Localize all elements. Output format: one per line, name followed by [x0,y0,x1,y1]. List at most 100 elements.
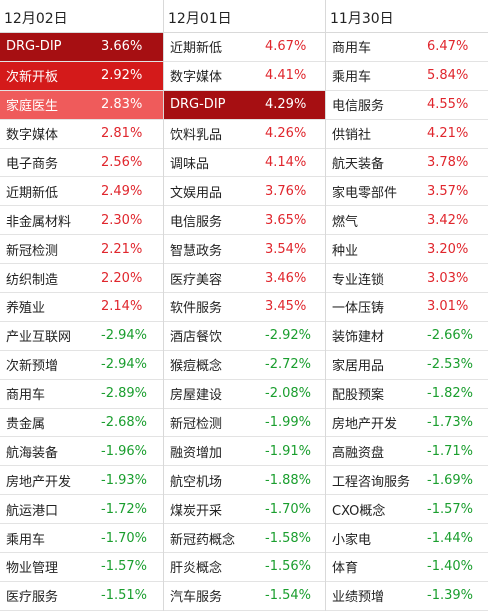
sector-change-value: 2.83% [101,97,143,113]
sector-row[interactable]: 家居用品 -2.53% [326,351,488,380]
sector-change-value: -1.54% [265,588,311,604]
sector-change-value: -2.94% [101,328,147,344]
sector-row[interactable]: 商用车 -2.89% [0,380,163,409]
sector-row[interactable]: 非金属材料 2.30% [0,206,163,236]
sector-change-value: -1.57% [101,559,147,575]
sector-row[interactable]: 燃气 3.42% [326,206,488,236]
sector-row[interactable]: 航天装备 3.78% [326,149,488,178]
sector-row[interactable]: 工程咨询服务 -1.69% [326,466,488,496]
sector-row[interactable]: 煤炭开采 -1.70% [164,495,325,525]
sector-row[interactable]: 纺织制造 2.20% [0,264,163,294]
sector-row[interactable]: 装饰建材 -2.66% [326,322,488,351]
sector-row[interactable]: 饮料乳品 4.26% [164,120,325,149]
sector-row[interactable]: 养殖业 2.14% [0,293,163,322]
sector-row[interactable]: 一体压铸 3.01% [326,293,488,322]
sector-row[interactable]: 次新开板 2.92% [0,61,163,91]
sector-row[interactable]: 电信服务 4.55% [326,91,488,120]
sector-name: 纺织制造 [6,272,59,288]
sector-change-value: -1.71% [427,443,473,459]
column-day-1: 12月02日 DRG-DIP 3.66% 次新开板 2.92% 家庭医生 2.83% 数字媒… [0,0,163,611]
sector-row[interactable]: 物业管理 -1.57% [0,553,163,582]
sector-row[interactable]: DRG-DIP 3.66% [0,33,163,62]
sector-row[interactable]: 家庭医生 2.83% [0,90,163,120]
sector-row[interactable]: 电子商务 2.56% [0,149,163,178]
sector-change-value: -1.69% [427,472,473,488]
sector-name: 体育 [332,561,359,577]
sector-row[interactable]: 航空机场 -1.88% [164,466,325,496]
sector-change-value: 4.14% [265,155,307,170]
sector-row[interactable]: 电信服务 3.65% [164,206,325,236]
sector-name: 房地产开发 [332,417,398,433]
sector-row[interactable]: 房屋建设 -2.08% [164,380,325,409]
sector-name: 调味品 [170,157,210,172]
sector-name: 电信服务 [332,99,385,115]
sector-row[interactable]: 体育 -1.40% [326,553,488,582]
sector-row[interactable]: 航海装备 -1.96% [0,437,163,467]
sector-row[interactable]: 房地产开发 -1.73% [326,409,488,438]
sector-name: 房地产开发 [6,474,72,490]
sector-row[interactable]: CXO概念 -1.57% [326,495,488,525]
sector-row[interactable]: 近期新低 2.49% [0,177,163,207]
sector-change-value: -1.40% [427,559,473,575]
sector-name: 智慧政务 [170,243,223,259]
sector-change-value: -2.72% [265,357,311,373]
sector-row[interactable]: 软件服务 3.45% [164,293,325,322]
sector-row[interactable]: 文娱用品 3.76% [164,177,325,207]
sector-row[interactable]: 医疗美容 3.46% [164,264,325,294]
sector-change-value: -1.70% [265,501,311,517]
sector-row[interactable]: 乘用车 5.84% [326,62,488,91]
sector-row[interactable]: 贵金属 -2.68% [0,409,163,438]
sector-name: 高融资盘 [332,445,385,461]
sector-row[interactable]: 次新预增 -2.94% [0,351,163,380]
sector-change-value: -1.99% [265,415,311,431]
sector-row[interactable]: 供销社 4.21% [326,120,488,149]
sector-row[interactable]: 新冠检测 -1.99% [164,409,325,438]
sector-row[interactable]: 乘用车 -1.70% [0,524,163,554]
sector-name: 家居用品 [332,359,385,375]
sector-name: 物业管理 [6,561,59,577]
sector-row[interactable]: 家电零部件 3.57% [326,177,488,207]
sector-row[interactable]: 产业互联网 -2.94% [0,322,163,351]
sector-change-value: -2.94% [101,357,147,373]
sector-row[interactable]: 新冠药概念 -1.58% [164,524,325,554]
sector-name: 产业互联网 [6,330,72,346]
sector-row[interactable]: 房地产开发 -1.93% [0,466,163,496]
sector-change-value: 3.42% [427,212,469,228]
sector-change-value: 3.54% [265,241,307,257]
sector-name: 航运港口 [6,503,59,519]
sector-row[interactable]: 商用车 6.47% [326,33,488,62]
sector-row[interactable]: 配股预案 -1.82% [326,380,488,409]
sector-name: 数字媒体 [6,128,59,144]
sector-row[interactable]: 新冠检测 2.21% [0,235,163,265]
sector-row[interactable]: 医疗服务 -1.51% [0,582,163,611]
sector-row[interactable]: 种业 3.20% [326,235,488,265]
sector-row[interactable]: 小家电 -1.44% [326,524,488,554]
sector-change-value: -1.58% [265,530,311,546]
sector-change-value: -1.57% [427,501,473,517]
sector-change-value: -2.92% [265,328,311,344]
sector-row[interactable]: 智慧政务 3.54% [164,235,325,265]
sector-row[interactable]: 酒店餐饮 -2.92% [164,322,325,351]
sector-name: 新冠检测 [6,243,59,259]
sector-row[interactable]: DRG-DIP 4.29% [164,90,325,120]
sector-row[interactable]: 航运港口 -1.72% [0,495,163,525]
sector-row[interactable]: 肝炎概念 -1.56% [164,553,325,582]
sector-row[interactable]: 数字媒体 4.41% [164,62,325,91]
sector-change-value: 3.03% [427,270,469,286]
sector-row[interactable]: 近期新低 4.67% [164,33,325,62]
sector-row[interactable]: 汽车服务 -1.54% [164,582,325,611]
sector-row[interactable]: 业绩预增 -1.39% [326,582,488,611]
sector-row[interactable]: 高融资盘 -1.71% [326,437,488,467]
sector-row[interactable]: 调味品 4.14% [164,149,325,178]
sector-row[interactable]: 数字媒体 2.81% [0,120,163,149]
sector-name: 航海装备 [6,445,59,461]
sector-name: 业绩预增 [332,590,385,606]
sector-row[interactable]: 融资增加 -1.91% [164,437,325,467]
sector-change-value: -1.73% [427,415,473,431]
sector-name: 乘用车 [332,70,372,86]
sector-row[interactable]: 猴痘概念 -2.72% [164,351,325,380]
sector-row[interactable]: 专业连锁 3.03% [326,264,488,294]
sector-name: DRG-DIP [6,39,62,55]
sector-name: 融资增加 [170,445,223,461]
